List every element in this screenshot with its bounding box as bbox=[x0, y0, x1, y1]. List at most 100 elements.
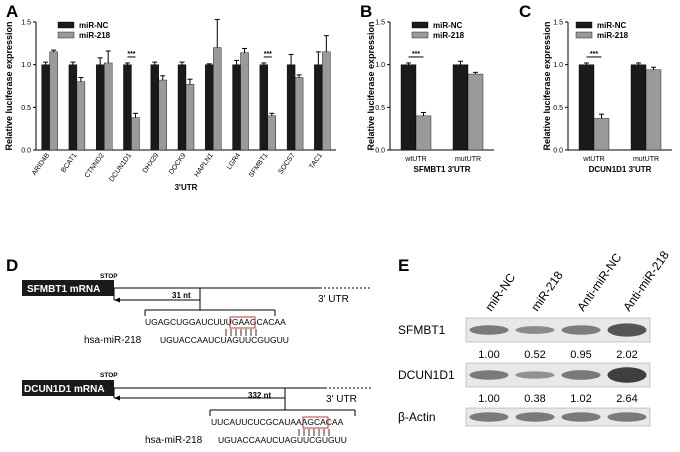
category-label: CTNND2 bbox=[84, 152, 106, 179]
x-axis-label: SFMBT1 3'UTR bbox=[413, 165, 470, 174]
bar-mir-218 bbox=[131, 117, 140, 151]
bar-mir-nc bbox=[314, 64, 323, 151]
bar-mir-nc bbox=[68, 64, 78, 151]
legend-label: miR-NC bbox=[433, 21, 463, 30]
y-tick-label: 1.5 bbox=[21, 20, 31, 27]
legend-swatch bbox=[411, 21, 429, 29]
significance-label: *** bbox=[590, 51, 598, 58]
bar-mir-nc bbox=[578, 64, 595, 151]
mirna-label-sfmbt1: hsa-miR-218 bbox=[84, 335, 142, 346]
blot-label: β-Actin bbox=[398, 410, 436, 424]
legend-label: miR-218 bbox=[433, 31, 465, 40]
legend-swatch bbox=[575, 21, 593, 29]
panel-d-diagram-dcun1d1: DCUN1D1 mRNA STOP 332 nt 3' UTR UUCAUUCU… bbox=[22, 372, 372, 446]
category-label: ARID4B bbox=[31, 152, 51, 177]
y-tick-label: 0.5 bbox=[375, 105, 385, 112]
utr-sequence-dcun1d1: UUCAUUCUCGCAUAAAGCACAA bbox=[211, 417, 344, 427]
gene-name-sfmbt1: SFMBT1 mRNA bbox=[27, 284, 100, 295]
x-axis-label: 3'UTR bbox=[175, 183, 198, 192]
legend-swatch bbox=[575, 31, 593, 39]
blot-band bbox=[561, 325, 601, 335]
density-value: 2.02 bbox=[616, 349, 637, 361]
seed-site-box-dcun1d1 bbox=[302, 416, 329, 429]
mirna-sequence-sfmbt1: UGUACCAAUCUAGUUCGUGUU bbox=[160, 335, 289, 345]
panel-label-c: C bbox=[519, 2, 531, 21]
bar-mir-nc bbox=[150, 64, 159, 151]
density-value: 1.02 bbox=[570, 393, 591, 405]
bar-mir-218 bbox=[49, 51, 58, 151]
chart-a: 0.0 0.5 1.0 1.5 Relative luciferase expressi… bbox=[4, 18, 336, 192]
density-value: 1.00 bbox=[478, 393, 499, 405]
bar-mir-nc bbox=[400, 64, 417, 151]
blot-band bbox=[469, 412, 509, 422]
category-label: DHX29 bbox=[142, 152, 161, 175]
x-axis-label: DCUN1D1 3'UTR bbox=[589, 165, 652, 174]
density-value: 1.00 bbox=[478, 349, 499, 361]
legend-swatch bbox=[57, 31, 75, 39]
gene-box-sfmbt1 bbox=[22, 280, 114, 296]
blot-label: SFMBT1 bbox=[398, 323, 446, 337]
bar-mir-nc bbox=[95, 64, 105, 151]
bar-mir-nc bbox=[41, 64, 50, 151]
y-tick-label: 0.5 bbox=[553, 105, 563, 112]
legend-label: miR-NC bbox=[79, 21, 109, 30]
blot-band bbox=[515, 412, 555, 422]
bar-mir-218 bbox=[103, 62, 113, 151]
category-label: mutUTR bbox=[455, 156, 481, 163]
lane-label: Anti-miR-218 bbox=[620, 248, 672, 314]
pairing-lines-dcun1d1 bbox=[298, 429, 330, 436]
bar-mir-218 bbox=[645, 69, 662, 151]
legend-label: miR-218 bbox=[79, 31, 111, 40]
category-label: TAC1 bbox=[308, 152, 324, 170]
bar-mir-218 bbox=[267, 115, 277, 151]
lane-label: Anti-miR-NC bbox=[574, 250, 624, 313]
panel-label-a: A bbox=[6, 2, 18, 21]
utr-label-sfmbt1: 3' UTR bbox=[318, 294, 349, 305]
lane-label: miR-218 bbox=[528, 268, 566, 313]
y-tick-label: 1.5 bbox=[553, 20, 563, 27]
category-label: wtUTR bbox=[582, 156, 604, 163]
y-tick-label: 1.0 bbox=[375, 62, 385, 69]
density-value: 0.52 bbox=[524, 349, 545, 361]
bar-mir-nc bbox=[177, 64, 187, 151]
blot-band bbox=[515, 326, 555, 334]
lane-label: miR-NC bbox=[482, 270, 518, 313]
bar-mir-218 bbox=[467, 73, 484, 151]
distance-label-sfmbt1: 31 nt bbox=[172, 291, 191, 300]
panel-label-e: E bbox=[398, 256, 409, 275]
stop-label-sfmbt1: STOP bbox=[100, 273, 118, 280]
category-label: BCAT1 bbox=[60, 152, 78, 174]
bar-mir-nc bbox=[123, 64, 132, 151]
y-tick-label: 0.0 bbox=[21, 148, 31, 155]
bar-mir-nc bbox=[205, 64, 214, 151]
significance-label: *** bbox=[412, 51, 420, 58]
legend-label: miR-NC bbox=[597, 21, 627, 30]
y-tick-label: 0.5 bbox=[21, 105, 31, 112]
utr-label-dcun1d1: 3' UTR bbox=[326, 394, 357, 405]
bar-mir-218 bbox=[322, 51, 331, 151]
bar-mir-218 bbox=[158, 79, 167, 151]
y-tick-label: 1.0 bbox=[21, 62, 31, 69]
seed-site-box-sfmbt1 bbox=[229, 316, 256, 329]
category-label: DOCK9 bbox=[168, 152, 188, 176]
y-axis-label: Relative luciferase expression bbox=[366, 21, 376, 150]
blot-label: DCUN1D1 bbox=[398, 368, 455, 382]
blot-band bbox=[469, 325, 509, 335]
legend-swatch bbox=[411, 31, 429, 39]
blot-strip bbox=[465, 407, 651, 427]
y-tick-label: 1.0 bbox=[553, 62, 563, 69]
mirna-label-dcun1d1: hsa-miR-218 bbox=[145, 435, 203, 446]
blot-band bbox=[607, 412, 647, 422]
category-label: mutUTR bbox=[633, 156, 659, 163]
blot-band bbox=[515, 371, 555, 379]
bar-mir-nc bbox=[259, 64, 269, 151]
bar-mir-218 bbox=[294, 77, 304, 151]
bar-mir-nc bbox=[452, 64, 469, 151]
density-value: 0.95 bbox=[570, 349, 591, 361]
y-tick-label: 0.0 bbox=[553, 148, 563, 155]
gene-name-dcun1d1: DCUN1D1 mRNA bbox=[24, 384, 105, 395]
utr-sequence-sfmbt1: UGAGCUGGAUCUUUGAAGCACAA bbox=[145, 317, 286, 327]
